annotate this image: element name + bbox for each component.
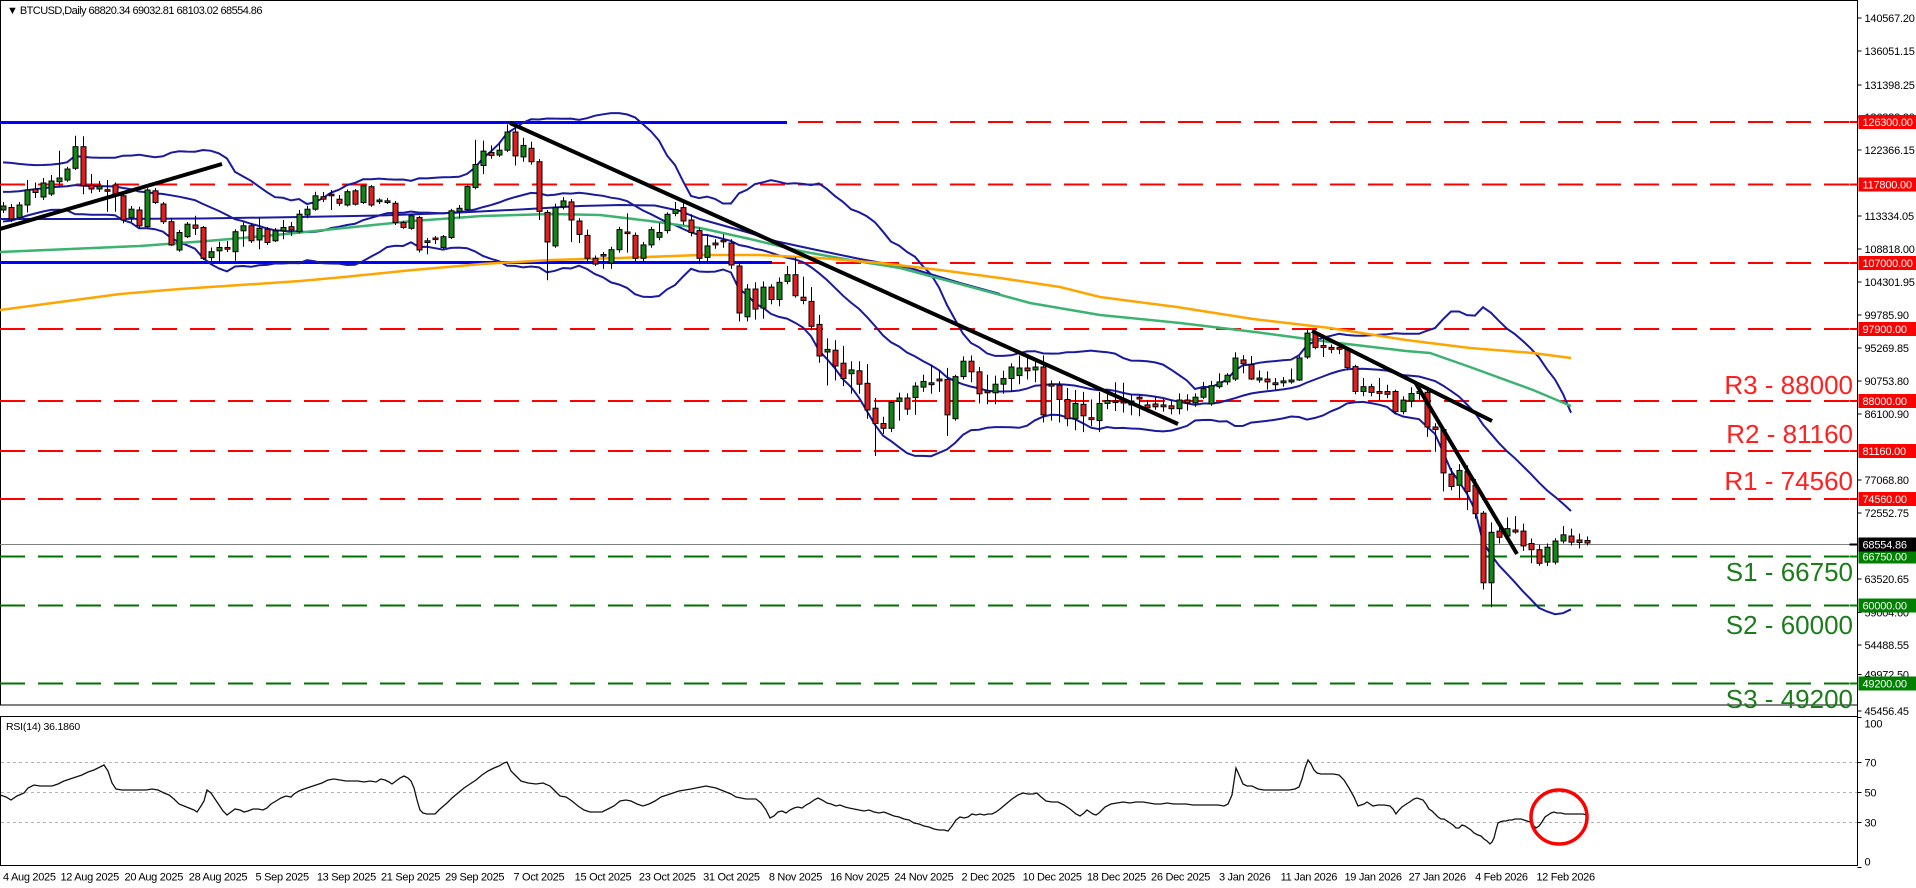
svg-text:RSI(14) 36.1860: RSI(14) 36.1860 (6, 721, 80, 733)
svg-text:R2 - 81160: R2 - 81160 (1726, 419, 1853, 449)
svg-text:4 Feb 2026: 4 Feb 2026 (1475, 872, 1528, 884)
svg-text:7 Oct 2025: 7 Oct 2025 (513, 872, 564, 884)
svg-text:97900.00: 97900.00 (1863, 324, 1907, 336)
svg-text:16 Nov 2025: 16 Nov 2025 (830, 872, 889, 884)
svg-text:136051.15: 136051.15 (1865, 46, 1915, 58)
svg-text:29 Sep 2025: 29 Sep 2025 (445, 872, 504, 884)
svg-text:3 Jan 2026: 3 Jan 2026 (1219, 872, 1271, 884)
svg-text:19 Jan 2026: 19 Jan 2026 (1344, 872, 1401, 884)
svg-text:117800.00: 117800.00 (1863, 180, 1912, 192)
svg-text:S1 - 66750: S1 - 66750 (1726, 557, 1853, 587)
svg-text:77068.80: 77068.80 (1865, 475, 1909, 487)
svg-text:15 Oct 2025: 15 Oct 2025 (575, 872, 632, 884)
svg-text:60000.00: 60000.00 (1863, 601, 1907, 613)
svg-text:45456.45: 45456.45 (1865, 706, 1909, 718)
svg-text:113334.05: 113334.05 (1865, 211, 1914, 223)
svg-text:95269.85: 95269.85 (1865, 343, 1909, 355)
svg-text:5 Sep 2025: 5 Sep 2025 (256, 872, 309, 884)
svg-text:108818.00: 108818.00 (1865, 244, 1915, 256)
svg-text:▼ BTCUSD,Daily 68820.34 6903: ▼ BTCUSD,Daily 68820.34 69032.81 68103.0… (7, 5, 262, 17)
svg-text:12 Aug 2025: 12 Aug 2025 (60, 872, 119, 884)
svg-text:70: 70 (1865, 758, 1877, 770)
svg-text:S2 - 60000: S2 - 60000 (1726, 610, 1853, 640)
svg-text:23 Oct 2025: 23 Oct 2025 (639, 872, 696, 884)
svg-text:13 Sep 2025: 13 Sep 2025 (317, 872, 376, 884)
svg-text:88000.00: 88000.00 (1863, 396, 1907, 408)
svg-text:2 Dec 2025: 2 Dec 2025 (961, 872, 1014, 884)
svg-text:27 Jan 2026: 27 Jan 2026 (1409, 872, 1466, 884)
svg-text:11 Jan 2026: 11 Jan 2026 (1281, 872, 1338, 884)
svg-text:8 Nov 2025: 8 Nov 2025 (769, 872, 822, 884)
svg-text:104301.95: 104301.95 (1865, 277, 1915, 289)
svg-text:0: 0 (1865, 857, 1871, 869)
svg-text:R3 - 88000: R3 - 88000 (1724, 370, 1853, 400)
svg-text:54488.55: 54488.55 (1865, 640, 1909, 652)
svg-text:131398.25: 131398.25 (1865, 80, 1915, 92)
svg-text:90753.80: 90753.80 (1865, 376, 1909, 388)
svg-text:100: 100 (1865, 719, 1883, 731)
svg-text:30: 30 (1865, 818, 1877, 830)
svg-text:99785.90: 99785.90 (1865, 310, 1909, 322)
svg-text:24 Nov 2025: 24 Nov 2025 (894, 872, 953, 884)
svg-text:74560.00: 74560.00 (1863, 494, 1907, 506)
svg-text:68554.86: 68554.86 (1863, 540, 1907, 552)
svg-text:49200.00: 49200.00 (1863, 679, 1907, 691)
svg-text:86100.90: 86100.90 (1865, 409, 1909, 421)
svg-text:126300.00: 126300.00 (1863, 117, 1913, 129)
svg-text:72552.75: 72552.75 (1865, 508, 1909, 520)
svg-text:140567.20: 140567.20 (1865, 13, 1915, 25)
svg-text:21 Sep 2025: 21 Sep 2025 (381, 872, 440, 884)
svg-text:R1 - 74560: R1 - 74560 (1724, 466, 1853, 496)
svg-text:12 Feb 2026: 12 Feb 2026 (1536, 872, 1595, 884)
svg-text:26 Dec 2025: 26 Dec 2025 (1151, 872, 1210, 884)
svg-text:10 Dec 2025: 10 Dec 2025 (1023, 872, 1082, 884)
svg-text:18 Dec 2025: 18 Dec 2025 (1087, 872, 1146, 884)
svg-text:50: 50 (1865, 788, 1877, 800)
svg-text:122366.15: 122366.15 (1865, 145, 1915, 157)
svg-text:31 Oct 2025: 31 Oct 2025 (703, 872, 760, 884)
svg-text:81160.00: 81160.00 (1863, 446, 1907, 458)
svg-text:63520.65: 63520.65 (1865, 574, 1909, 586)
svg-text:4 Aug 2025: 4 Aug 2025 (3, 872, 56, 884)
svg-text:28 Aug 2025: 28 Aug 2025 (189, 872, 248, 884)
svg-text:107000.00: 107000.00 (1863, 258, 1913, 270)
svg-text:66750.00: 66750.00 (1863, 552, 1907, 564)
svg-text:20 Aug 2025: 20 Aug 2025 (125, 872, 184, 884)
svg-text:S3 - 49200: S3 - 49200 (1726, 684, 1853, 714)
